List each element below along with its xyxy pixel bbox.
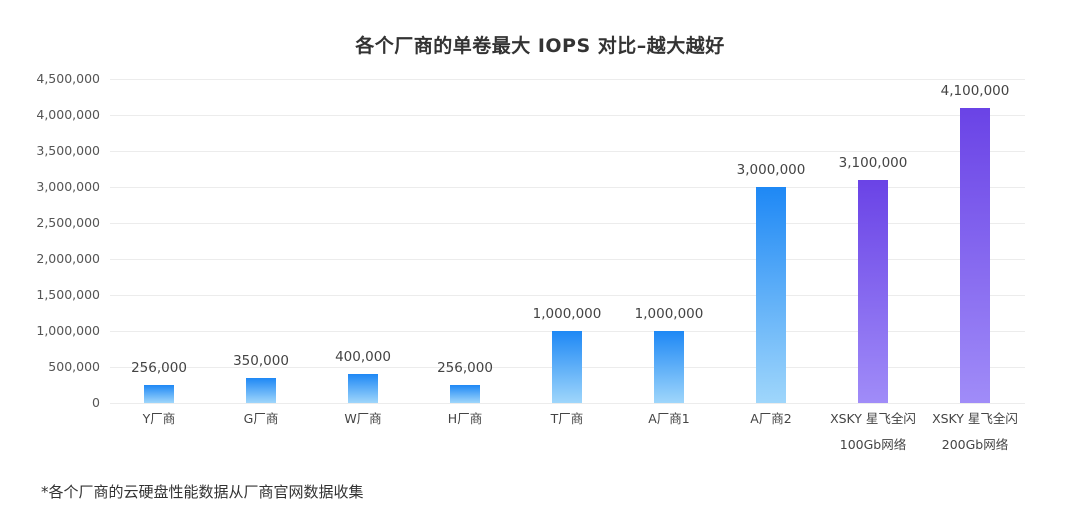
footnote: *各个厂商的云硬盘性能数据从厂商官网数据收集: [41, 483, 364, 501]
gridline: [110, 187, 1025, 188]
bar-value-label: 3,100,000: [838, 154, 908, 171]
bar-chart-plot-area: 0 500,000 1,000,000 1,500,000 2,000,000 2,500…: [36, 71, 1025, 452]
bar: [450, 384, 480, 403]
bar-value-label: 1,000,000: [634, 306, 704, 322]
bar: [552, 331, 582, 403]
gridline: [110, 151, 1025, 152]
x-axis-category-label: W厂商: [344, 411, 382, 426]
bar: [654, 331, 684, 403]
y-axis-tick-label: 3,000,000: [36, 179, 100, 194]
bar-value-label: 4,100,000: [940, 82, 1010, 99]
x-axis-category-label: T厂商: [550, 411, 584, 426]
y-axis-tick-label: 0: [92, 395, 100, 410]
bar: [858, 179, 888, 403]
bar: [348, 374, 378, 403]
gridline: [110, 79, 1025, 80]
x-axis-category-label: XSKY 星飞全闪: [932, 411, 1018, 426]
bar-value-label: 256,000: [437, 359, 493, 376]
y-axis-tick-label: 4,000,000: [36, 107, 100, 122]
y-axis-tick-label: 1,000,000: [36, 323, 100, 338]
y-axis-tick-label: 3,500,000: [36, 143, 100, 158]
x-axis-category-label: G厂商: [243, 411, 279, 426]
y-axis-tick-label: 2,000,000: [36, 251, 100, 266]
x-axis-category-label: 200Gb网络: [941, 437, 1009, 452]
bar: [756, 187, 786, 403]
y-axis-tick-label: 2,500,000: [36, 215, 100, 230]
gridline: [110, 223, 1025, 224]
gridline: [110, 115, 1025, 116]
gridline: [110, 403, 1025, 404]
x-axis-category-label: A厂商1: [648, 411, 690, 426]
bar-value-label: 350,000: [233, 352, 289, 369]
bar: [144, 384, 174, 403]
bar-value-label: 256,000: [131, 359, 187, 376]
bar: [246, 377, 276, 403]
x-axis-category-label: H厂商: [447, 411, 483, 426]
y-axis-tick-label: 500,000: [48, 359, 100, 374]
x-axis-category-label: 100Gb网络: [839, 437, 907, 452]
y-axis-tick-label: 4,500,000: [36, 71, 100, 86]
x-axis-category-label: A厂商2: [750, 411, 792, 426]
x-axis-category-label: XSKY 星飞全闪: [830, 411, 916, 426]
bar-value-label: 1,000,000: [532, 306, 602, 322]
bar-value-label: 400,000: [335, 349, 391, 366]
x-axis-category-label: Y厂商: [142, 411, 176, 426]
chart-title: 各个厂商的单卷最大 IOPS 对比–越大越好: [355, 35, 725, 57]
bar: [960, 107, 990, 403]
bar-value-label: 3,000,000: [736, 162, 806, 178]
y-axis-tick-label: 1,500,000: [36, 287, 100, 302]
gridline: [110, 259, 1025, 260]
gridline: [110, 295, 1025, 296]
